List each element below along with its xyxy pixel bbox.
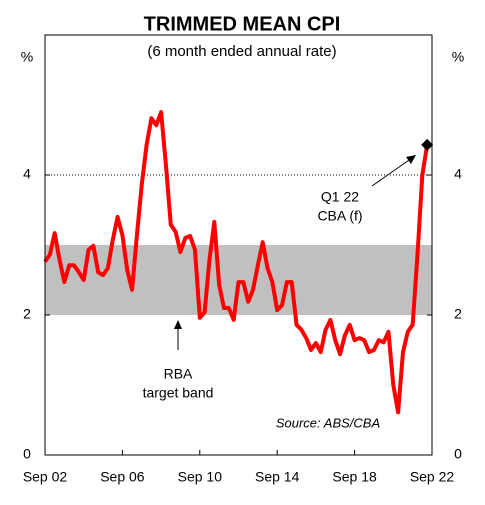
- y-tick-label: 2: [23, 306, 31, 322]
- annotation: CBA (f): [317, 208, 362, 224]
- annotation: RBA: [164, 366, 193, 382]
- arrow-head: [406, 155, 416, 164]
- y-tick-label: 0: [23, 446, 31, 462]
- plot-frame: [44, 34, 433, 456]
- x-tick-label: Sep 22: [410, 469, 455, 485]
- arrow-head: [174, 320, 182, 329]
- y2-tick-label: 4: [454, 166, 462, 182]
- y-tick-label: 4: [23, 166, 31, 182]
- chart-title: TRIMMED MEAN CPI: [144, 13, 341, 35]
- annotation: Q1 22: [321, 189, 359, 205]
- target-band: [45, 245, 432, 315]
- y2-axis-label: %: [452, 49, 464, 65]
- end-marker: [421, 138, 434, 151]
- x-tick-label: Sep 06: [100, 469, 145, 485]
- y-axis-label: %: [21, 49, 33, 65]
- x-tick-label: Sep 14: [255, 469, 300, 485]
- arrow: [371, 157, 413, 187]
- chart-subtitle: (6 month ended annual rate): [147, 43, 336, 60]
- x-tick-label: Sep 02: [23, 469, 68, 485]
- x-tick-label: Sep 18: [332, 469, 377, 485]
- x-tick-label: Sep 10: [178, 469, 223, 485]
- source: Source: ABS/CBA: [276, 415, 380, 430]
- line: [43, 110, 430, 415]
- annotation: target band: [143, 385, 214, 401]
- y2-tick-label: 0: [454, 446, 462, 462]
- y2-tick-label: 2: [454, 306, 462, 322]
